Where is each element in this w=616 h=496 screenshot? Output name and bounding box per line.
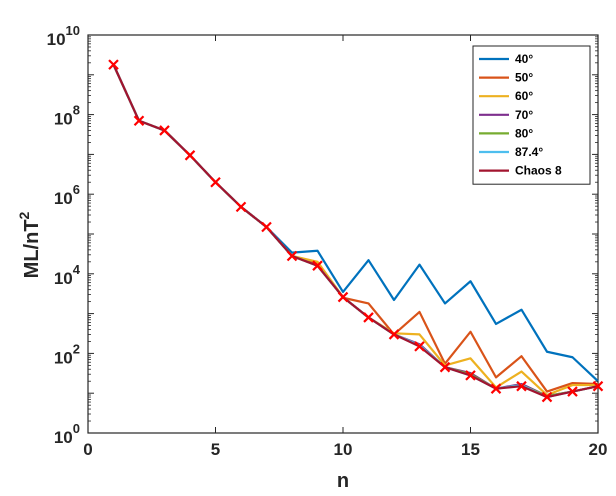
y-tick-label-exponent: 0	[73, 421, 80, 436]
y-tick-label-base: 10	[54, 110, 73, 129]
x-tick-label: 15	[461, 440, 480, 459]
marker-stroke	[388, 329, 400, 340]
marker-stroke	[312, 260, 323, 271]
marker-stroke	[363, 312, 374, 323]
marker-stroke	[261, 221, 272, 233]
y-tick-label-base: 10	[54, 269, 73, 288]
marker-stroke	[567, 386, 578, 397]
marker-stroke	[465, 370, 476, 381]
x-tick-label: 0	[83, 440, 92, 459]
data-point-marker	[541, 391, 553, 403]
data-point-marker	[337, 291, 349, 303]
legend-label-40: 40°	[515, 52, 533, 66]
y-tick-label: 108	[54, 103, 80, 129]
data-point-marker	[312, 260, 323, 271]
legend-label-chaos-8: Chaos 8	[515, 164, 562, 178]
legend-label-50: 50°	[515, 71, 533, 85]
data-point-marker	[567, 386, 578, 397]
x-tick-label: 5	[211, 440, 220, 459]
data-point-marker	[133, 115, 145, 127]
marker-stroke	[210, 176, 221, 188]
marker-stroke	[235, 201, 247, 213]
y-tick-label-exponent: 2	[73, 341, 80, 356]
marker-layer	[108, 59, 604, 403]
legend: 40° 50° 60° 70° 80° 87.4° Chaos 8	[472, 45, 591, 185]
y-axis-title-superscript: 2	[16, 211, 32, 219]
data-point-marker	[516, 380, 527, 392]
marker-stroke	[490, 383, 502, 394]
marker-stroke	[184, 150, 196, 161]
data-point-marker	[592, 380, 604, 392]
marker-stroke	[541, 391, 553, 403]
data-point-marker	[286, 250, 298, 262]
y-axis-title-base: ML/nT	[21, 219, 43, 278]
data-point-marker	[388, 329, 400, 340]
marker-stroke	[286, 250, 298, 262]
data-point-marker	[261, 221, 272, 233]
legend-label-87-4: 87.4°	[515, 145, 543, 159]
y-axis-title: ML/nT2	[16, 211, 43, 278]
data-point-marker	[235, 201, 247, 213]
x-tick-labels: 0 5 10 15 20	[83, 440, 607, 459]
y-tick-label-exponent: 10	[66, 23, 80, 38]
marker-stroke	[439, 361, 451, 373]
y-tick-label: 100	[54, 421, 80, 447]
y-tick-label-exponent: 6	[73, 182, 80, 197]
y-tick-label-exponent: 4	[73, 262, 81, 277]
data-point-marker	[465, 370, 476, 381]
y-tick-label: 102	[54, 341, 80, 367]
y-tick-label-base: 10	[47, 30, 66, 49]
marker-stroke	[516, 380, 527, 392]
data-point-marker	[363, 312, 374, 323]
legend-label-70: 70°	[515, 108, 533, 122]
data-point-marker	[210, 176, 221, 188]
marker-stroke	[133, 115, 145, 127]
marker-stroke	[337, 291, 349, 303]
data-point-marker	[414, 341, 425, 352]
tick-layer	[87, 34, 599, 434]
x-axis-title: n	[337, 470, 349, 492]
x-tick-label: 20	[589, 440, 608, 459]
data-point-marker	[184, 150, 196, 161]
x-tick-label: 10	[334, 440, 353, 459]
legend-label-80: 80°	[515, 126, 533, 140]
legend-label-60: 60°	[515, 89, 533, 103]
y-tick-label-base: 10	[54, 348, 73, 367]
y-tick-label: 1010	[47, 23, 80, 49]
data-point-marker	[439, 361, 451, 373]
y-tick-label-base: 10	[54, 189, 73, 208]
y-tick-label: 104	[54, 262, 81, 288]
marker-stroke	[592, 380, 604, 392]
marker-stroke	[159, 125, 170, 136]
marker-stroke	[108, 59, 119, 70]
y-tick-label: 106	[54, 182, 80, 208]
y-tick-label-exponent: 8	[73, 103, 80, 118]
data-point-marker	[490, 383, 502, 394]
data-point-marker	[159, 125, 170, 136]
marker-stroke	[414, 341, 425, 352]
data-point-marker	[108, 59, 119, 70]
y-tick-label-base: 10	[54, 428, 73, 447]
